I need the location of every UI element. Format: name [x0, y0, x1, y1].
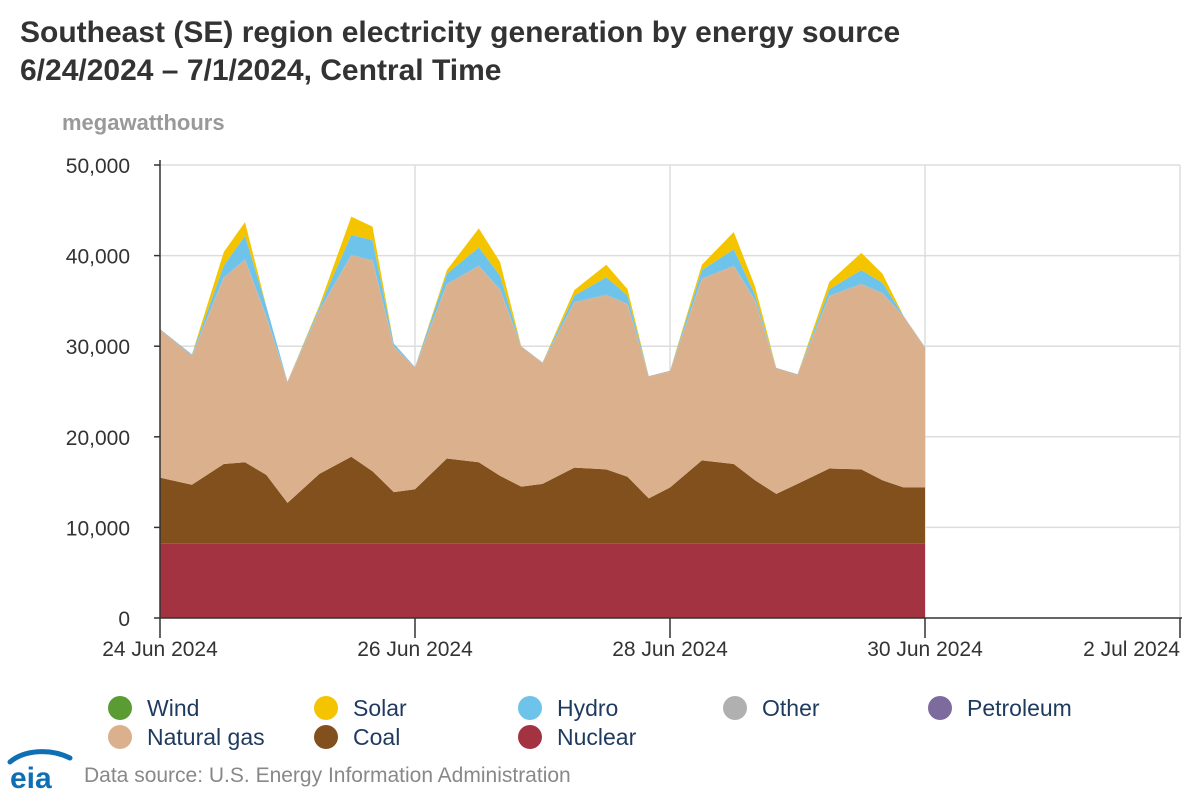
legend-label: Nuclear	[557, 723, 637, 750]
legend: Wind Solar Hydro Other Petroleum Natural gas C…	[108, 694, 1168, 754]
chart-title-line2: 6/24/2024 – 7/1/2024, Central Time	[20, 54, 502, 87]
area-nuclear	[160, 543, 925, 618]
y-axis-unit-label: megawatthours	[62, 110, 225, 135]
eia-logo: eia	[6, 748, 76, 795]
y-tick-label: 10,000	[66, 517, 130, 540]
legend-swatch-icon	[723, 696, 747, 720]
legend-swatch-icon	[314, 725, 338, 749]
footer: eia Data source: U.S. Energy Information…	[6, 748, 571, 795]
x-tick-label: 30 Jun 2024	[867, 638, 983, 661]
legend-swatch-icon	[928, 696, 952, 720]
x-tick-label: 24 Jun 2024	[102, 638, 218, 661]
y-tick-label: 0	[118, 608, 130, 631]
legend-label: Other	[762, 694, 820, 721]
chart-title-line1: Southeast (SE) region electricity genera…	[20, 16, 901, 49]
legend-item-hydro[interactable]: Hydro	[518, 694, 618, 722]
legend-label: Coal	[353, 723, 401, 750]
eia-logo-icon: eia	[7, 749, 73, 795]
legend-label: Wind	[147, 694, 200, 721]
data-source-note: Data source: U.S. Energy Information Adm…	[84, 764, 571, 787]
y-tick-label: 50,000	[66, 155, 130, 178]
legend-item-coal[interactable]: Coal	[314, 723, 400, 751]
legend-swatch-icon	[314, 696, 338, 720]
legend-swatch-icon	[108, 696, 132, 720]
legend-swatch-icon	[108, 725, 132, 749]
x-tick-label: 26 Jun 2024	[357, 638, 473, 661]
y-tick-label: 20,000	[66, 427, 130, 450]
logo-text: eia	[10, 762, 52, 792]
legend-item-natural-gas[interactable]: Natural gas	[108, 723, 265, 751]
legend-item-nuclear[interactable]: Nuclear	[518, 723, 636, 751]
legend-item-petroleum[interactable]: Petroleum	[928, 694, 1072, 722]
legend-item-other[interactable]: Other	[723, 694, 820, 722]
area-hydro	[160, 234, 925, 382]
legend-swatch-icon	[518, 696, 542, 720]
legend-item-solar[interactable]: Solar	[314, 694, 407, 722]
area-coal	[160, 456, 925, 544]
legend-item-wind[interactable]: Wind	[108, 694, 199, 722]
legend-swatch-icon	[518, 725, 542, 749]
area-natural-gas	[160, 255, 925, 503]
y-tick-label: 40,000	[66, 246, 130, 269]
chart-title: Southeast (SE) region electricity genera…	[20, 14, 900, 90]
legend-label: Hydro	[557, 694, 619, 721]
x-tick-label: 2 Jul 2024	[1083, 638, 1180, 661]
legend-label: Solar	[353, 694, 407, 721]
legend-label: Petroleum	[967, 694, 1072, 721]
legend-label: Natural gas	[147, 723, 265, 750]
x-tick-label: 28 Jun 2024	[612, 638, 728, 661]
y-tick-label: 30,000	[66, 336, 130, 359]
